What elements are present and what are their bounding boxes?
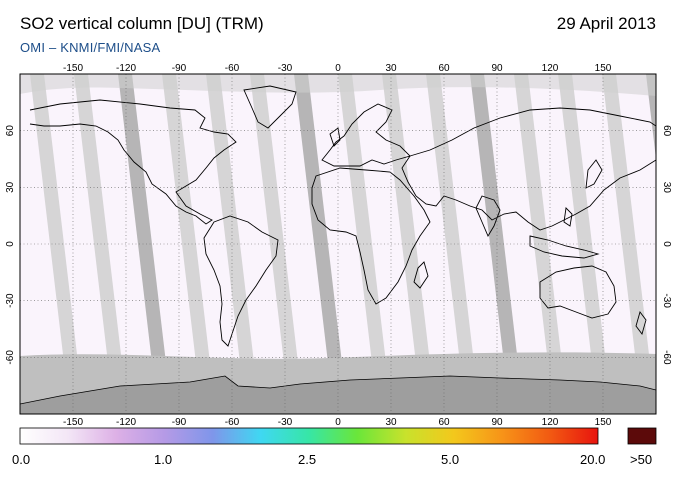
- swath-gap-stripe: [338, 74, 392, 414]
- coastlines: [29, 85, 656, 347]
- swath-gap-stripe: [162, 74, 216, 414]
- map-title: SO2 vertical column [DU] (TRM): [20, 14, 264, 33]
- data-credit: OMI – KNMI/FMI/NASA: [20, 40, 161, 55]
- map-date: 29 April 2013: [556, 14, 656, 33]
- lat-tick-right: -60: [661, 350, 672, 365]
- lat-tick-right: 30: [661, 182, 672, 194]
- lon-tick-bottom: -60: [225, 417, 240, 428]
- map-frame: [19, 73, 657, 415]
- lon-tick-bottom: 120: [542, 417, 559, 428]
- lat-tick-right: 60: [661, 125, 672, 137]
- lon-tick-bottom: 0: [335, 417, 341, 428]
- graticule: [20, 74, 656, 414]
- swath-gap-stripe: [206, 74, 260, 414]
- australia-coast: [539, 265, 617, 319]
- lon-tick-bottom: 30: [385, 417, 397, 428]
- lon-tick-top: 60: [438, 63, 450, 74]
- south-america-coast: [203, 215, 279, 347]
- indonesia-coast: [529, 235, 600, 259]
- swath-gap-stripe: [514, 74, 568, 414]
- lat-tick-left: 0: [5, 241, 16, 247]
- philippines-coast: [563, 207, 573, 227]
- lon-tick-top: 30: [385, 63, 397, 74]
- lon-tick-top: 120: [542, 63, 559, 74]
- lon-tick-bottom: 60: [438, 417, 450, 428]
- colorbar-label-1: 1.0: [154, 452, 173, 467]
- lon-tick-top: -150: [63, 63, 83, 74]
- map-content: [20, 74, 656, 414]
- colorbar-overflow-label: >50: [630, 452, 653, 467]
- lat-tick-right: 0: [661, 241, 672, 247]
- japan-coast: [585, 159, 603, 189]
- india-coast: [475, 195, 501, 237]
- europe-coast: [321, 103, 411, 167]
- british-isles-coast: [329, 127, 341, 147]
- swath-gap-stripe: [558, 74, 612, 414]
- lon-tick-bottom: -150: [63, 417, 83, 428]
- madagascar-coast: [413, 261, 429, 289]
- colorbar-label-2: 2.5: [298, 452, 317, 467]
- lon-tick-top: -90: [172, 63, 187, 74]
- lon-tick-bottom: -120: [116, 417, 136, 428]
- lon-tick-bottom: 150: [595, 417, 612, 428]
- africa-coast: [311, 167, 431, 305]
- lon-tick-bottom: 90: [491, 417, 503, 428]
- swath-gap-stripe: [30, 74, 84, 414]
- colorbar: [19, 427, 599, 445]
- lat-tick-left: -30: [5, 293, 16, 308]
- new-zealand-coast: [635, 311, 647, 335]
- lat-tick-left: 60: [5, 125, 16, 137]
- colorbar-label-3: 5.0: [441, 452, 460, 467]
- lat-tick-left: 30: [5, 181, 16, 193]
- swath-gap-stripe: [426, 74, 480, 414]
- axis-ticks: -150 -150 -120 -120 -90 -90 -60 -60 -30 -30 0 0 30 30…: [5, 63, 672, 428]
- swath-gap-stripe: [470, 74, 524, 414]
- lon-tick-top: -120: [116, 63, 136, 74]
- colorbar-overflow-swatch: [627, 427, 657, 445]
- lon-tick-top: -30: [278, 63, 293, 74]
- lon-tick-bottom: -30: [278, 417, 293, 428]
- greenland-coast: [243, 85, 297, 129]
- lon-tick-top: 90: [491, 63, 503, 74]
- lat-tick-left: -60: [5, 350, 16, 365]
- lon-tick-bottom: -90: [172, 417, 187, 428]
- colorbar-label-0: 0.0: [12, 452, 31, 467]
- swath-gap-stripe: [250, 74, 304, 414]
- lon-tick-top: 0: [335, 63, 341, 74]
- lat-tick-right: -30: [661, 293, 672, 308]
- colorbar-label-4: 20.0: [580, 452, 606, 467]
- north-america-coast: [29, 99, 237, 225]
- asia-coast: [401, 107, 656, 231]
- lon-tick-top: 150: [595, 63, 612, 74]
- lon-tick-top: -60: [225, 63, 240, 74]
